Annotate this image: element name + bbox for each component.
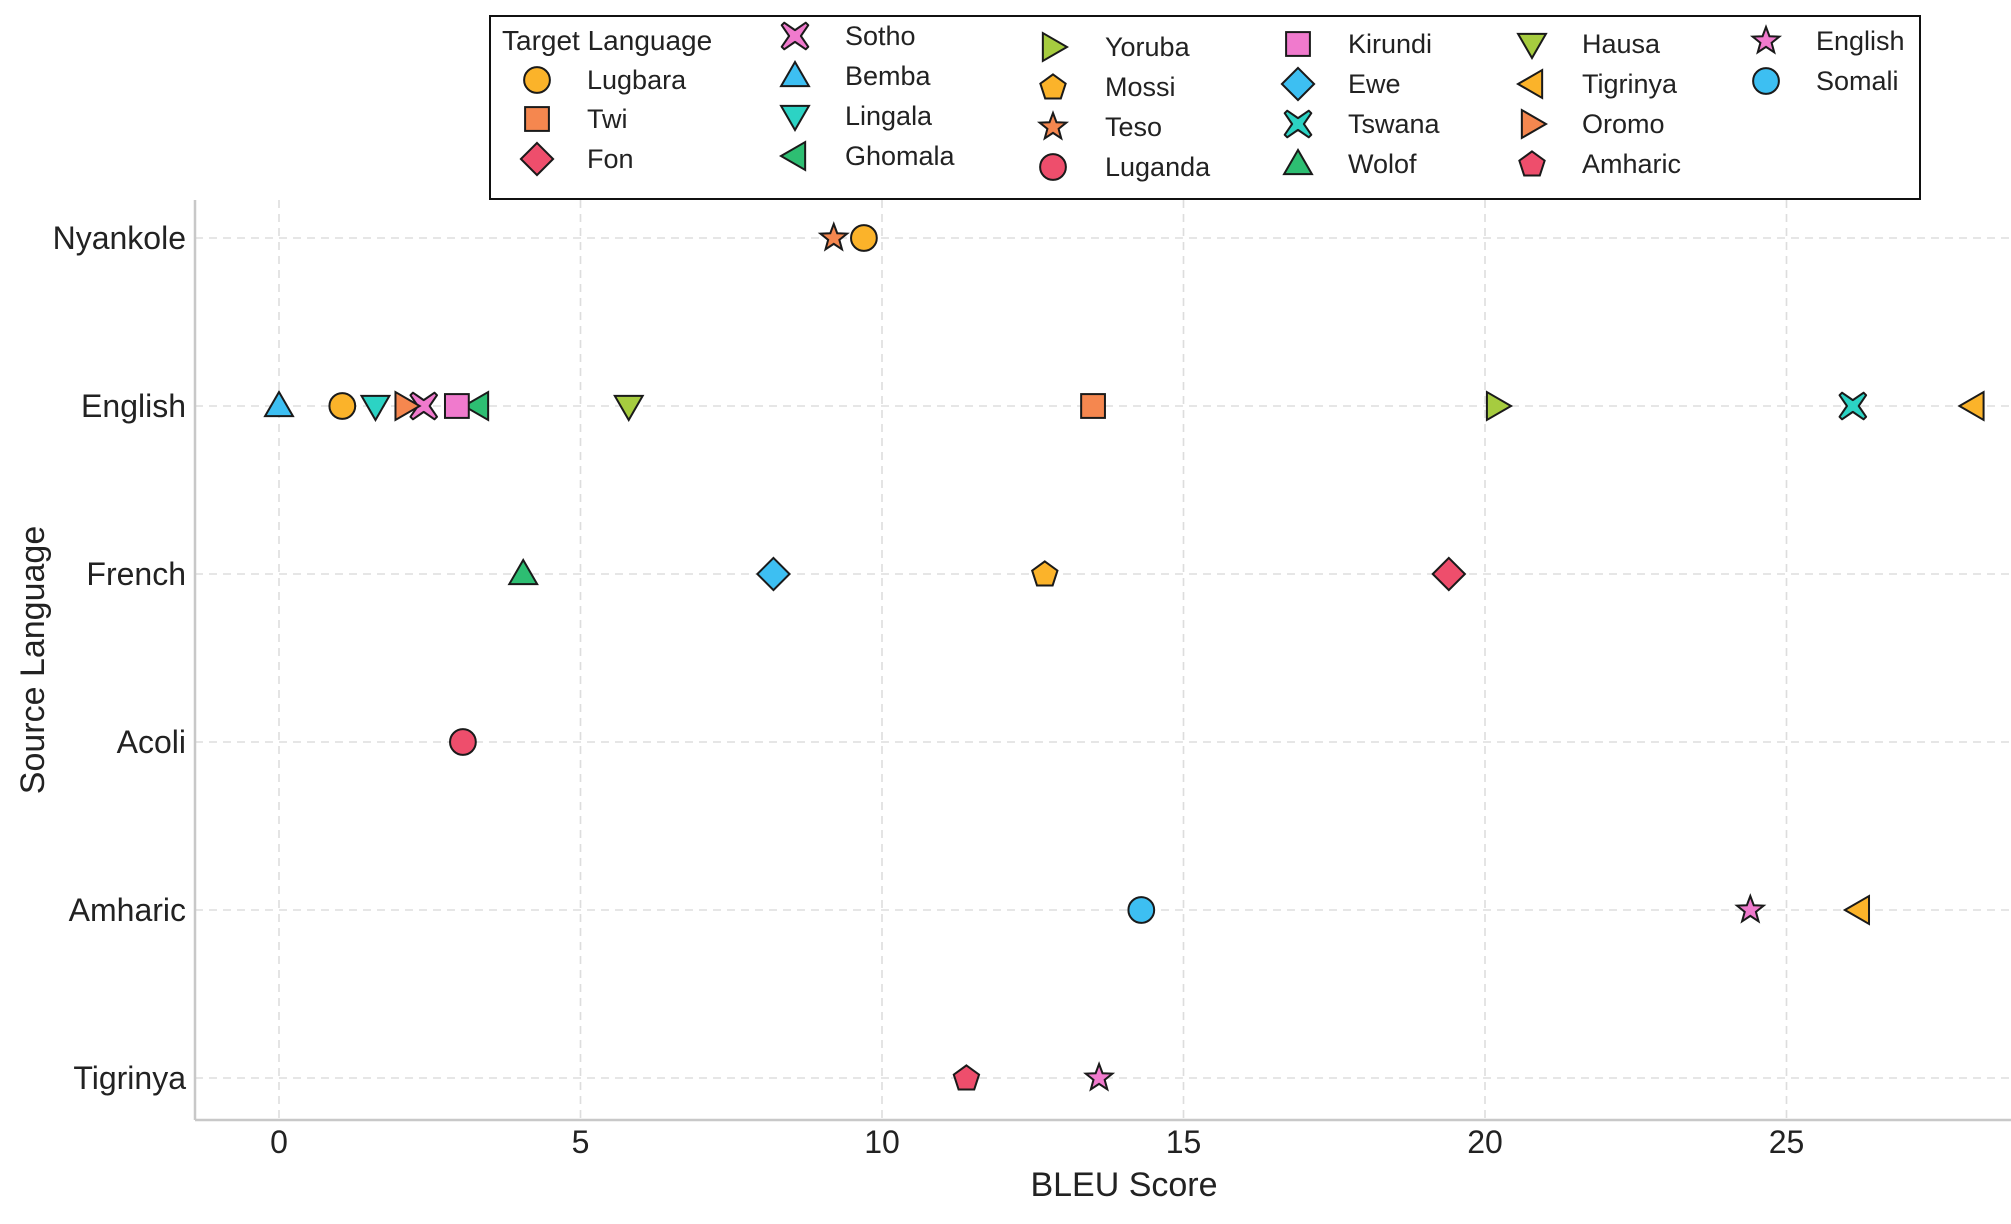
- y-tick-label-french: French: [86, 556, 186, 592]
- legend-label-oromo: Oromo: [1582, 109, 1665, 139]
- legend-marker-tswana: [1283, 109, 1313, 139]
- legend-label-ewe: Ewe: [1348, 69, 1401, 99]
- legend-label-somali: Somali: [1816, 66, 1899, 96]
- legend-label-luganda: Luganda: [1105, 152, 1211, 182]
- legend-label-lingala: Lingala: [845, 101, 933, 131]
- legend-marker-ghomala: [778, 140, 807, 172]
- legend-label-mossi: Mossi: [1105, 72, 1176, 102]
- point-tigrinya-from-amharic: [1842, 894, 1871, 926]
- x-tick-label: 25: [1769, 1124, 1805, 1160]
- y-axis-title: Source Language: [14, 526, 52, 794]
- x-axis-title: BLEU Score: [1030, 1166, 1217, 1204]
- legend-label-lugbara: Lugbara: [587, 65, 687, 95]
- point-tigrinya-from-english: [1957, 390, 1985, 422]
- legend-label-amharic: Amharic: [1582, 149, 1681, 179]
- x-tick-label: 5: [572, 1124, 590, 1160]
- legend-label-hausa: Hausa: [1582, 29, 1661, 59]
- y-tick-label-english: English: [81, 388, 186, 424]
- point-twi-from-english: [1080, 393, 1106, 419]
- point-english-from-tigrinya: [1083, 1061, 1116, 1092]
- x-tick-label: 20: [1467, 1124, 1503, 1160]
- y-tick-label-amharic: Amharic: [69, 892, 186, 928]
- point-mossi-from-french: [1030, 560, 1059, 587]
- x-tick-label: 15: [1166, 1124, 1202, 1160]
- point-amharic-from-tigrinya: [952, 1064, 981, 1091]
- point-lingala-from-english: [359, 394, 392, 423]
- legend-marker-hausa: [1516, 32, 1548, 61]
- y-tick-label-tigrinya: Tigrinya: [73, 1060, 186, 1096]
- legend-label-twi: Twi: [587, 104, 628, 134]
- legend-label-bemba: Bemba: [845, 61, 932, 91]
- point-kirundi-from-english: [443, 393, 470, 419]
- legend-marker-kirundi: [1285, 31, 1311, 57]
- y-ticks: Nyankole English French Acoli Amharic Tigriny…: [53, 220, 187, 1096]
- point-tswana-from-english: [1838, 391, 1868, 421]
- legend-marker-tigrinya: [1515, 68, 1544, 100]
- point-english-from-amharic: [1734, 893, 1767, 924]
- legend-marker-wolof: [1282, 147, 1314, 176]
- legend: Target Language Lugbara Twi Fon Sotho Bemba L…: [489, 15, 1921, 200]
- legend-label-tswana: Tswana: [1348, 109, 1441, 139]
- point-bemba-from-english: [263, 389, 295, 418]
- data-points: [263, 221, 1985, 1092]
- point-teso-from-nyankole: [817, 221, 850, 252]
- legend-marker-mossi: [1039, 73, 1067, 100]
- point-lugbara-from-nyankole: [850, 224, 878, 252]
- legend-label-teso: Teso: [1105, 112, 1162, 142]
- legend-marker-teso: [1036, 110, 1070, 141]
- point-oromo-from-english: [394, 390, 422, 422]
- point-somali-from-amharic: [1127, 896, 1156, 924]
- legend-marker-luganda: [1039, 153, 1067, 181]
- legend-label-english: English: [1816, 26, 1905, 56]
- x-tick-label: 10: [864, 1124, 900, 1160]
- legend-marker-somali: [1752, 67, 1780, 95]
- grid: [195, 200, 2011, 1120]
- legend-marker-oromo: [1520, 108, 1549, 140]
- point-ghomala-from-english: [461, 390, 490, 422]
- legend-marker-yoruba: [1041, 31, 1070, 63]
- legend-title: Target Language: [502, 25, 712, 56]
- x-ticks: 0 5 10 15 20 25: [270, 1124, 1804, 1160]
- legend-marker-lugbara: [523, 66, 551, 94]
- point-lugbara-from-english: [328, 392, 357, 420]
- y-tick-label-acoli: Acoli: [117, 724, 186, 760]
- legend-label-wolof: Wolof: [1348, 149, 1417, 179]
- legend-marker-twi: [524, 106, 550, 132]
- legend-label-kirundi: Kirundi: [1348, 29, 1432, 59]
- legend-marker-amharic: [1518, 150, 1546, 177]
- axes: [193, 200, 2011, 1122]
- x-tick-label: 0: [270, 1124, 288, 1160]
- legend-label-sotho: Sotho: [845, 21, 916, 51]
- legend-label-yoruba: Yoruba: [1105, 32, 1191, 62]
- legend-label-fon: Fon: [587, 144, 634, 174]
- y-tick-label-nyankole: Nyankole: [53, 220, 186, 256]
- legend-marker-sotho: [780, 21, 810, 51]
- legend-marker-fon: [519, 141, 555, 177]
- legend-label-tigrinya: Tigrinya: [1582, 69, 1678, 99]
- point-wolof-from-french: [507, 558, 539, 586]
- legend-frame: [489, 15, 1921, 200]
- point-fon-from-french: [1431, 556, 1467, 592]
- point-hausa-from-english: [613, 394, 645, 423]
- legend-label-ghomala: Ghomala: [845, 141, 956, 171]
- legend-marker-english: [1749, 24, 1783, 55]
- point-luganda-from-acoli: [449, 728, 477, 756]
- legend-marker-bemba: [779, 59, 811, 88]
- legend-marker-lingala: [779, 104, 811, 133]
- legend-marker-ewe: [1280, 66, 1316, 102]
- point-yoruba-from-english: [1485, 390, 1514, 422]
- point-ewe-from-french: [755, 556, 791, 592]
